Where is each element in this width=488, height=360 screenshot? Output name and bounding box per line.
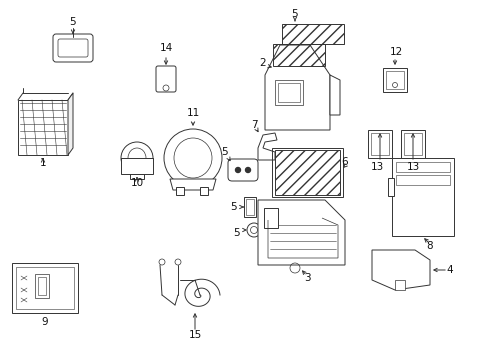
Text: 12: 12 (388, 47, 402, 57)
Ellipse shape (121, 142, 153, 174)
Bar (245, 199, 253, 215)
Bar (18, 100, 68, 155)
Bar (385, 71, 403, 89)
Text: 15: 15 (188, 330, 201, 340)
FancyBboxPatch shape (53, 34, 93, 62)
Bar (370, 133, 388, 155)
Bar (391, 158, 453, 236)
Bar (382, 68, 406, 92)
FancyBboxPatch shape (227, 159, 258, 181)
Bar (38, 277, 46, 295)
Bar (400, 130, 424, 158)
Text: 4: 4 (446, 265, 452, 275)
Text: 13: 13 (406, 162, 419, 172)
Text: 5: 5 (230, 202, 237, 212)
Bar (176, 187, 183, 195)
Polygon shape (170, 179, 216, 190)
Text: 5: 5 (233, 228, 240, 238)
Bar (16, 267, 74, 309)
Text: 3: 3 (303, 273, 310, 283)
Bar (403, 133, 421, 155)
Bar (271, 148, 342, 197)
Bar (35, 274, 49, 298)
Text: 13: 13 (369, 162, 383, 172)
Text: 5: 5 (291, 9, 298, 19)
Bar (264, 208, 278, 228)
Polygon shape (394, 280, 404, 290)
Bar (200, 187, 207, 195)
Text: 9: 9 (41, 317, 48, 327)
Text: 1: 1 (40, 158, 46, 168)
Ellipse shape (174, 138, 212, 178)
Circle shape (235, 167, 240, 172)
Text: 14: 14 (159, 43, 172, 53)
Bar (272, 44, 325, 66)
Bar (282, 24, 343, 44)
Polygon shape (264, 45, 329, 130)
Text: 10: 10 (130, 178, 143, 188)
Bar (387, 178, 393, 196)
Bar (395, 162, 449, 172)
Text: 7: 7 (250, 120, 257, 130)
FancyBboxPatch shape (58, 39, 88, 57)
Bar (130, 174, 143, 179)
Ellipse shape (163, 129, 222, 187)
Bar (121, 158, 153, 174)
Text: 5: 5 (70, 17, 76, 27)
Bar (395, 175, 449, 185)
Polygon shape (258, 133, 276, 160)
Polygon shape (68, 93, 73, 155)
Bar (244, 197, 256, 217)
Bar (274, 80, 303, 105)
Bar (367, 130, 391, 158)
Text: 6: 6 (341, 157, 347, 167)
Text: 11: 11 (186, 108, 199, 118)
Bar (278, 83, 299, 102)
FancyBboxPatch shape (156, 66, 176, 92)
Text: 8: 8 (426, 241, 432, 251)
Polygon shape (258, 200, 345, 265)
Polygon shape (329, 75, 339, 115)
Text: 2: 2 (259, 58, 266, 68)
Bar (274, 150, 339, 195)
Ellipse shape (128, 148, 146, 168)
Polygon shape (371, 250, 429, 290)
Text: 5: 5 (221, 147, 228, 157)
Circle shape (245, 167, 250, 172)
Bar (12, 263, 78, 313)
